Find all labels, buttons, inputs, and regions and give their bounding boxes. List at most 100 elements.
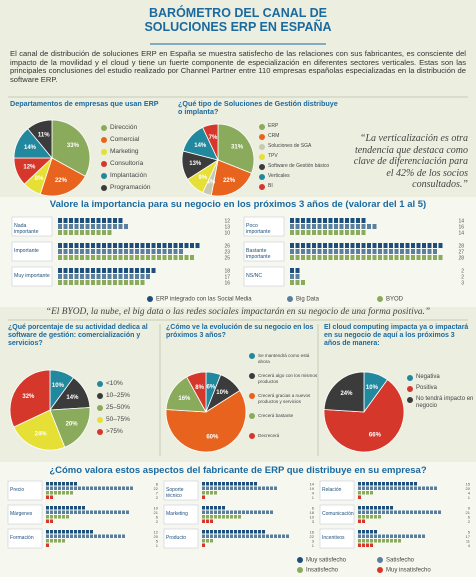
square <box>433 243 437 248</box>
square <box>389 255 393 260</box>
square <box>372 243 377 248</box>
legend-swatch <box>259 124 265 130</box>
legend-label: BYOD <box>386 297 404 303</box>
row-value: 12 <box>224 218 230 224</box>
square <box>46 519 49 523</box>
square <box>50 539 53 543</box>
square <box>102 243 106 248</box>
square <box>58 218 62 223</box>
square <box>422 243 426 248</box>
square <box>230 530 233 534</box>
square <box>274 534 277 538</box>
square <box>286 534 289 538</box>
square <box>110 534 113 538</box>
row-value: 1 <box>312 495 315 500</box>
square <box>390 510 393 514</box>
legend-swatch <box>259 174 265 180</box>
square <box>345 218 349 223</box>
row-value: 6 <box>468 514 471 519</box>
square <box>78 486 81 490</box>
square <box>350 255 355 260</box>
square <box>358 539 361 543</box>
square <box>250 486 253 490</box>
square <box>91 243 95 248</box>
square <box>140 255 145 260</box>
square-row <box>290 249 437 254</box>
row-value: 1 <box>468 495 471 500</box>
square <box>74 506 77 510</box>
square <box>74 530 77 534</box>
square-row <box>46 530 93 534</box>
legend-label: Implantación <box>110 172 147 180</box>
square-row <box>202 482 257 486</box>
legend-label: Negativa <box>416 374 440 381</box>
square <box>398 510 401 514</box>
square <box>90 530 93 534</box>
square <box>113 255 117 260</box>
square <box>254 482 257 486</box>
square <box>386 510 389 514</box>
square <box>80 249 84 254</box>
square <box>78 534 81 538</box>
square <box>129 274 134 279</box>
row-value: 2 <box>156 519 159 524</box>
square <box>135 268 139 273</box>
square <box>345 243 349 248</box>
square <box>402 510 405 514</box>
square <box>422 534 425 538</box>
square <box>129 280 134 285</box>
square <box>250 482 253 486</box>
square <box>374 534 377 538</box>
legend-label: ERP <box>268 123 279 129</box>
square <box>383 249 388 254</box>
square <box>63 280 68 285</box>
square-row <box>290 280 305 285</box>
square <box>398 534 401 538</box>
square <box>202 530 205 534</box>
square <box>210 534 213 538</box>
row-value: 16 <box>458 224 464 230</box>
legend-label: CRM <box>268 133 280 139</box>
square <box>69 218 73 223</box>
square <box>140 243 145 248</box>
row-value: 18 <box>224 268 230 274</box>
square <box>80 224 84 229</box>
square-row <box>46 491 73 495</box>
square <box>50 530 53 534</box>
square <box>113 268 117 273</box>
square <box>242 534 245 538</box>
square <box>306 224 311 229</box>
square <box>258 530 261 534</box>
square <box>402 482 405 486</box>
square <box>96 249 101 254</box>
square <box>328 243 333 248</box>
square <box>246 486 249 490</box>
slice-label: 24% <box>340 391 353 397</box>
square-row <box>46 519 53 523</box>
page-title: BARÓMETRO DEL CANAL DE SOLUCIONES ERP EN… <box>144 6 332 35</box>
square <box>179 255 183 260</box>
square <box>378 539 381 543</box>
row-value: 4 <box>312 490 315 495</box>
row-value: 26 <box>224 243 230 249</box>
legend-label: Marketing <box>110 148 139 156</box>
square <box>69 274 73 279</box>
square <box>405 249 410 254</box>
square <box>290 218 294 223</box>
legend-swatch <box>259 134 265 140</box>
square <box>96 230 101 235</box>
square-row <box>202 486 277 490</box>
square <box>361 255 366 260</box>
square <box>382 482 385 486</box>
square <box>58 280 62 285</box>
square <box>345 224 349 229</box>
square <box>406 482 409 486</box>
square <box>74 249 79 254</box>
square <box>50 515 53 519</box>
square <box>312 224 316 229</box>
square <box>358 486 361 490</box>
square <box>90 486 93 490</box>
square <box>222 510 225 514</box>
square <box>290 224 294 229</box>
square <box>102 255 106 260</box>
